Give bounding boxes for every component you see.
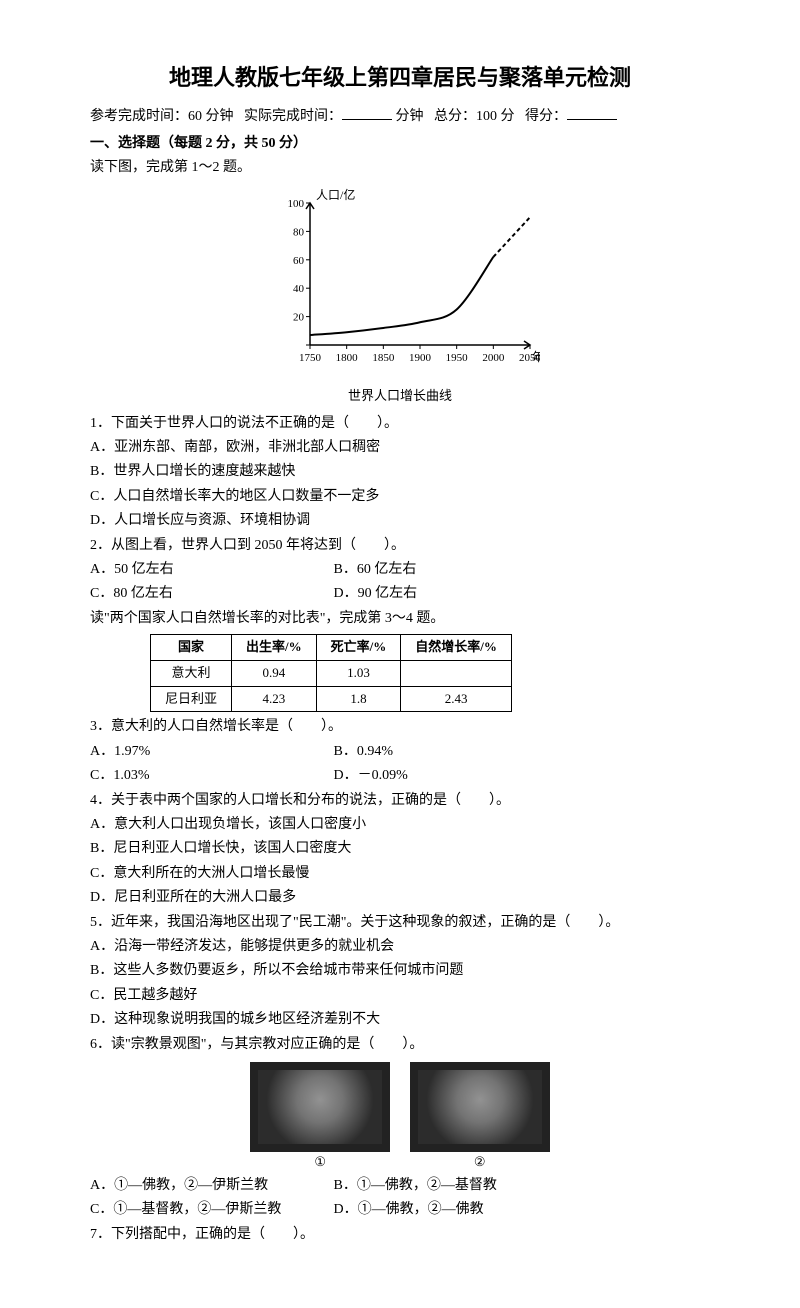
svg-text:2000: 2000 bbox=[482, 352, 505, 364]
col-country: 国家 bbox=[151, 635, 232, 661]
q3-opt-d[interactable]: D．－0.09% bbox=[334, 765, 574, 787]
score-blank[interactable] bbox=[567, 105, 617, 120]
col-death: 死亡率/% bbox=[316, 635, 401, 661]
q5-opt-c[interactable]: C．民工越多越好 bbox=[90, 985, 710, 1007]
svg-text:1900: 1900 bbox=[409, 352, 432, 364]
meta-line: 参考完成时间：60 分钟 实际完成时间： 分钟 总分：100 分 得分： bbox=[90, 105, 710, 128]
temple-photo-2 bbox=[410, 1062, 550, 1152]
col-natural: 自然增长率/% bbox=[401, 635, 512, 661]
total-val: 100 分 bbox=[476, 109, 515, 124]
table-row: 尼日利亚 4.23 1.8 2.43 bbox=[151, 686, 512, 712]
q1-opt-a[interactable]: A．亚洲东部、南部，欧洲，非洲北部人口稠密 bbox=[90, 437, 710, 459]
svg-text:年份: 年份 bbox=[532, 350, 540, 364]
q6-opt-d[interactable]: D．①—佛教，②—佛教 bbox=[334, 1199, 574, 1221]
score-label: 得分： bbox=[525, 109, 567, 124]
section1-head: 一、选择题（每题 2 分，共 50 分） bbox=[90, 133, 710, 155]
q3-stem: 3．意大利的人口自然增长率是（ ）。 bbox=[90, 716, 710, 738]
total-label: 总分： bbox=[434, 109, 476, 124]
q6-opt-b[interactable]: B．①—佛教，②—基督教 bbox=[334, 1175, 574, 1197]
svg-text:1750: 1750 bbox=[299, 352, 322, 364]
q4-opt-b[interactable]: B．尼日利亚人口增长快，该国人口密度大 bbox=[90, 838, 710, 860]
q1-stem: 1．下面关于世界人口的说法不正确的是（ ）。 bbox=[90, 413, 710, 435]
q2-stem: 2．从图上看，世界人口到 2050 年将达到（ ）。 bbox=[90, 535, 710, 557]
photo2-label: ② bbox=[402, 1152, 558, 1173]
cell: 4.23 bbox=[232, 686, 317, 712]
svg-text:1800: 1800 bbox=[336, 352, 359, 364]
svg-text:20: 20 bbox=[293, 312, 305, 324]
population-chart: 204060801001750180018501900195020002050人… bbox=[90, 185, 710, 383]
q3-opt-a[interactable]: A．1.97% bbox=[90, 741, 330, 763]
svg-text:人口/亿: 人口/亿 bbox=[316, 187, 355, 202]
photo1-label: ① bbox=[242, 1152, 398, 1173]
actual-label: 实际完成时间： bbox=[244, 109, 342, 124]
population-chart-svg: 204060801001750180018501900195020002050人… bbox=[260, 185, 540, 375]
cell bbox=[401, 660, 512, 686]
q5-opt-a[interactable]: A．沿海一带经济发达，能够提供更多的就业机会 bbox=[90, 936, 710, 958]
cell: 1.03 bbox=[316, 660, 401, 686]
svg-text:1850: 1850 bbox=[372, 352, 395, 364]
cell: 1.8 bbox=[316, 686, 401, 712]
col-birth: 出生率/% bbox=[232, 635, 317, 661]
q5-opt-d[interactable]: D．这种现象说明我国的城乡地区经济差别不大 bbox=[90, 1009, 710, 1031]
cell: 尼日利亚 bbox=[151, 686, 232, 712]
q5-opt-b[interactable]: B．这些人多数仍要返乡，所以不会给城市带来任何城市问题 bbox=[90, 960, 710, 982]
q1-opt-d[interactable]: D．人口增长应与资源、环境相协调 bbox=[90, 510, 710, 532]
growth-rate-table: 国家 出生率/% 死亡率/% 自然增长率/% 意大利 0.94 1.03 尼日利… bbox=[150, 634, 512, 712]
svg-text:40: 40 bbox=[293, 284, 305, 296]
ref-time-label: 参考完成时间： bbox=[90, 109, 188, 124]
page-title: 地理人教版七年级上第四章居民与聚落单元检测 bbox=[90, 60, 710, 95]
religion-photos: ① ② bbox=[90, 1062, 710, 1173]
q1-opt-c[interactable]: C．人口自然增长率大的地区人口数量不一定多 bbox=[90, 486, 710, 508]
q5-stem: 5．近年来，我国沿海地区出现了"民工潮"。关于这种现象的叙述，正确的是（ ）。 bbox=[90, 912, 710, 934]
q2-opt-b[interactable]: B．60 亿左右 bbox=[334, 559, 574, 581]
q3-opt-b[interactable]: B．0.94% bbox=[334, 741, 574, 763]
svg-text:100: 100 bbox=[288, 198, 305, 210]
table-header-row: 国家 出生率/% 死亡率/% 自然增长率/% bbox=[151, 635, 512, 661]
q7-stem: 7．下列搭配中，正确的是（ ）。 bbox=[90, 1224, 710, 1246]
q4-stem: 4．关于表中两个国家的人口增长和分布的说法，正确的是（ ）。 bbox=[90, 790, 710, 812]
q4-opt-c[interactable]: C．意大利所在的大洲人口增长最慢 bbox=[90, 863, 710, 885]
cell: 0.94 bbox=[232, 660, 317, 686]
chart-caption: 世界人口增长曲线 bbox=[90, 386, 710, 407]
svg-text:1950: 1950 bbox=[446, 352, 469, 364]
section1-intro: 读下图，完成第 1～2 题。 bbox=[90, 157, 710, 179]
cell: 意大利 bbox=[151, 660, 232, 686]
q6-stem: 6．读"宗教景观图"，与其宗教对应正确的是（ ）。 bbox=[90, 1034, 710, 1056]
q6-opt-c[interactable]: C．①—基督教，②—伊斯兰教 bbox=[90, 1199, 330, 1221]
q4-opt-d[interactable]: D．尼日利亚所在的大洲人口最多 bbox=[90, 887, 710, 909]
svg-text:80: 80 bbox=[293, 227, 305, 239]
ref-time-val: 60 分钟 bbox=[188, 109, 234, 124]
table-row: 意大利 0.94 1.03 bbox=[151, 660, 512, 686]
q1-opt-b[interactable]: B．世界人口增长的速度越来越快 bbox=[90, 461, 710, 483]
q2-opt-d[interactable]: D．90 亿左右 bbox=[334, 583, 574, 605]
q4-opt-a[interactable]: A．意大利人口出现负增长，该国人口密度小 bbox=[90, 814, 710, 836]
q2-opt-a[interactable]: A．50 亿左右 bbox=[90, 559, 330, 581]
cell: 2.43 bbox=[401, 686, 512, 712]
q3-opt-c[interactable]: C．1.03% bbox=[90, 765, 330, 787]
q6-opt-a[interactable]: A．①—佛教，②—伊斯兰教 bbox=[90, 1175, 330, 1197]
temple-photo-1 bbox=[250, 1062, 390, 1152]
actual-blank[interactable] bbox=[342, 105, 392, 120]
svg-text:60: 60 bbox=[293, 255, 305, 267]
min-label: 分钟 bbox=[396, 109, 424, 124]
table-intro: 读"两个国家人口自然增长率的对比表"，完成第 3～4 题。 bbox=[90, 608, 710, 630]
q2-opt-c[interactable]: C．80 亿左右 bbox=[90, 583, 330, 605]
